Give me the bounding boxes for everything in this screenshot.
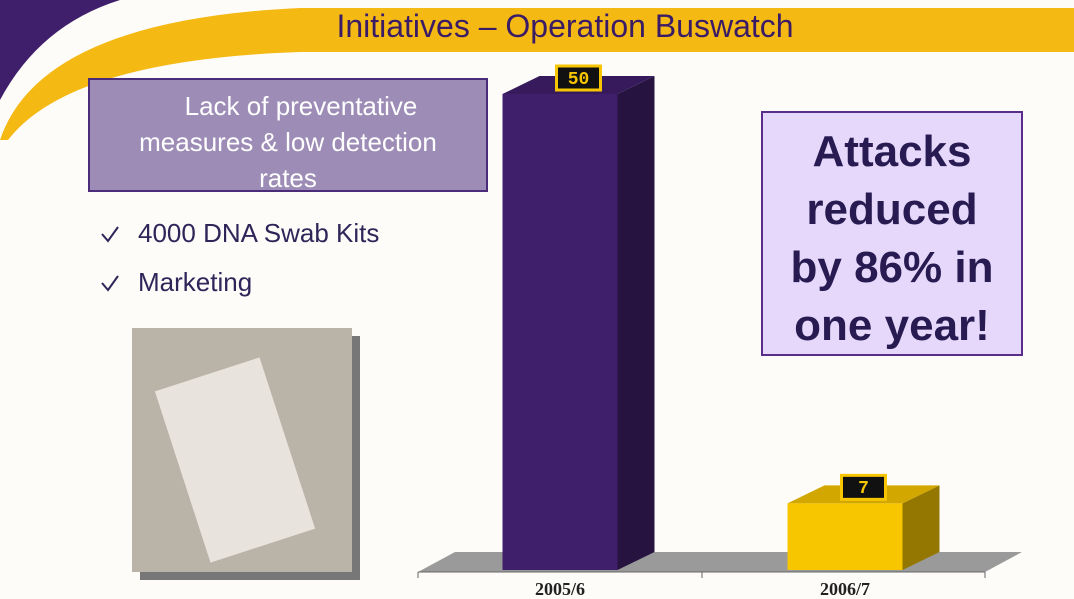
check-icon — [102, 227, 118, 290]
bar — [503, 94, 618, 570]
slide-title: Initiatives – Operation Buswatch — [250, 8, 880, 45]
callout: Attacks reduced by 86% in one year! — [761, 111, 1023, 356]
slide: 50 2005/6 7 2006/7 Initiatives – Operation … — [0, 0, 1074, 599]
bar-side — [618, 76, 655, 570]
bullet: Marketing — [138, 267, 252, 298]
x-tick-label: 2005/6 — [535, 579, 585, 599]
problem-box: Lack of preventative measures & low dete… — [88, 78, 488, 192]
value-label: 50 — [568, 70, 590, 90]
x-tick-label: 2006/7 — [820, 579, 870, 599]
bullet: 4000 DNA Swab Kits — [138, 218, 379, 249]
bar — [788, 503, 903, 570]
value-label: 7 — [858, 479, 869, 499]
